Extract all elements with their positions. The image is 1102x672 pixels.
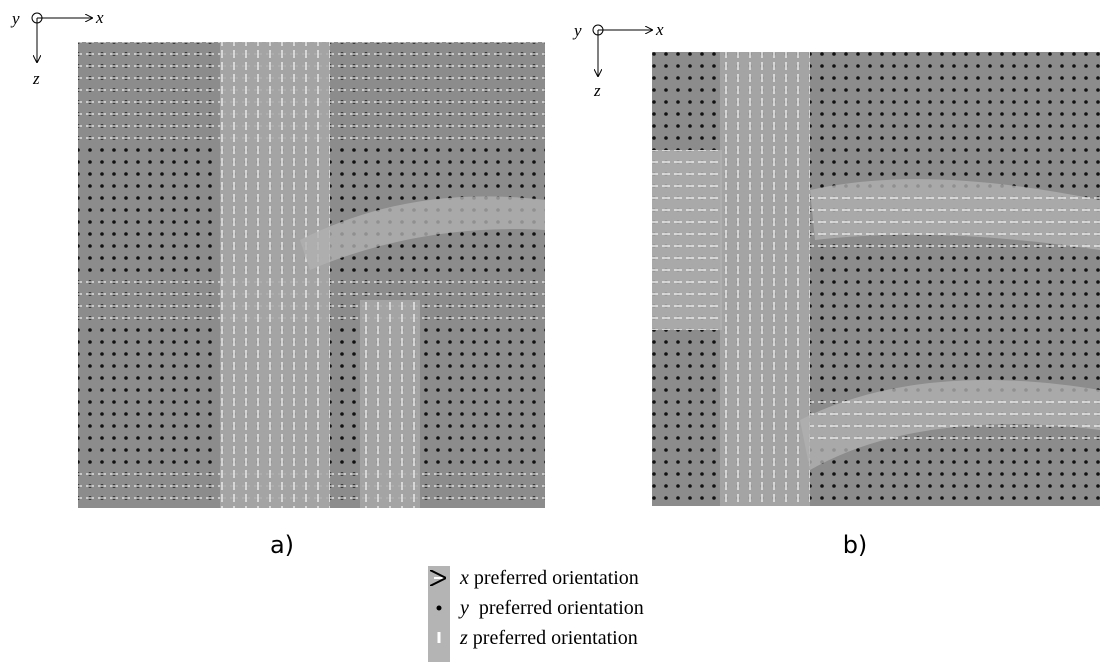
texture <box>720 52 810 506</box>
legend-symbol-label: z <box>459 627 468 649</box>
texture <box>300 196 545 270</box>
legend-entry: z preferred orientation <box>459 627 638 649</box>
legend-text: preferred orientation <box>473 627 638 649</box>
axis-label: z <box>593 81 601 100</box>
axis-label: y <box>10 9 20 28</box>
panel-label: b) <box>843 531 868 559</box>
legend-text: preferred orientation <box>474 597 644 619</box>
legend-entry: x preferred orientation <box>459 567 639 589</box>
panel-label: a) <box>270 531 294 559</box>
legend-entry: y preferred orientation <box>458 597 644 619</box>
axis-label: z <box>32 69 40 88</box>
panel-b: y x z b) <box>572 20 1100 559</box>
legend: x preferred orientation y preferred orie… <box>428 566 644 662</box>
legend-symbol-label: y <box>458 597 469 619</box>
panel-a: y x z a) <box>10 8 545 559</box>
legend-symbol-label: x <box>459 567 469 589</box>
axis-label: x <box>95 8 104 27</box>
texture <box>220 42 420 508</box>
legend-text: preferred orientation <box>474 567 639 589</box>
legend-symbol <box>436 605 442 611</box>
legend-box <box>428 566 450 662</box>
axis-label: y <box>572 21 582 40</box>
axis-label: x <box>655 20 664 39</box>
texture <box>652 150 1100 440</box>
